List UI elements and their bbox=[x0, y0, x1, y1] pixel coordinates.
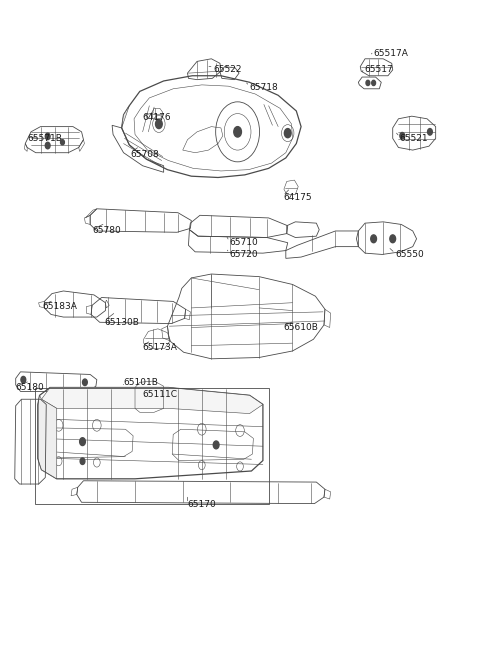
Circle shape bbox=[371, 235, 376, 243]
Text: 65522: 65522 bbox=[214, 66, 242, 75]
Circle shape bbox=[372, 81, 375, 86]
Text: 65710: 65710 bbox=[229, 238, 258, 247]
Text: 65130B: 65130B bbox=[104, 318, 139, 327]
Text: 65101B: 65101B bbox=[123, 379, 158, 388]
Circle shape bbox=[83, 379, 87, 386]
Circle shape bbox=[60, 140, 64, 145]
Text: 65720: 65720 bbox=[229, 250, 258, 259]
Text: 65610B: 65610B bbox=[283, 323, 318, 332]
Circle shape bbox=[80, 458, 85, 464]
Polygon shape bbox=[37, 396, 57, 479]
Circle shape bbox=[400, 132, 405, 139]
Text: 64175: 64175 bbox=[283, 193, 312, 202]
Text: 65571B: 65571B bbox=[28, 134, 62, 143]
Circle shape bbox=[213, 441, 219, 449]
Text: 65180: 65180 bbox=[16, 383, 45, 392]
Text: 65708: 65708 bbox=[130, 150, 159, 159]
Text: 65517A: 65517A bbox=[373, 49, 408, 58]
Bar bbox=[35, 388, 269, 504]
Text: 64176: 64176 bbox=[142, 113, 171, 122]
Text: 65550: 65550 bbox=[395, 250, 424, 259]
Circle shape bbox=[80, 438, 85, 445]
Text: 65780: 65780 bbox=[92, 227, 121, 235]
Text: 65170: 65170 bbox=[188, 500, 216, 510]
Circle shape bbox=[45, 133, 50, 140]
Circle shape bbox=[45, 142, 50, 149]
Circle shape bbox=[234, 126, 241, 137]
Polygon shape bbox=[41, 388, 263, 413]
Text: 65718: 65718 bbox=[250, 83, 278, 92]
Circle shape bbox=[390, 235, 396, 243]
Circle shape bbox=[21, 377, 26, 383]
Circle shape bbox=[366, 81, 370, 86]
Circle shape bbox=[156, 119, 162, 128]
Circle shape bbox=[284, 128, 291, 138]
Polygon shape bbox=[121, 105, 129, 128]
Text: 65173A: 65173A bbox=[142, 343, 177, 352]
Text: 65111C: 65111C bbox=[142, 390, 177, 399]
Text: 65521: 65521 bbox=[400, 134, 429, 143]
Text: 65183A: 65183A bbox=[42, 302, 77, 311]
Circle shape bbox=[428, 128, 432, 135]
Text: 65517: 65517 bbox=[364, 66, 393, 75]
